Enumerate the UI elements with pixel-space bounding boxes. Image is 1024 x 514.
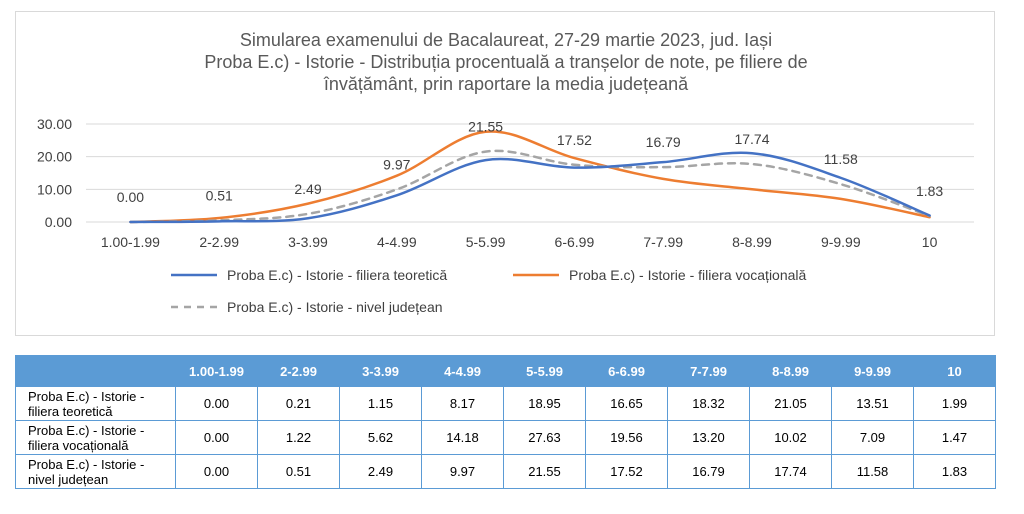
legend-label: Proba E.c) - Istorie - nivel județean bbox=[227, 299, 443, 315]
table-cell: 16.65 bbox=[585, 386, 668, 421]
row-header: Proba E.c) - Istorie - filiera vocațional… bbox=[15, 420, 176, 455]
table-cell: 17.52 bbox=[585, 454, 668, 489]
table-cell: 1.22 bbox=[257, 420, 340, 455]
line-chart: Simularea examenului de Bacalaureat, 27-… bbox=[37, 30, 974, 315]
y-tick-label: 20.00 bbox=[37, 149, 72, 165]
table-cell: 0.21 bbox=[257, 386, 340, 421]
data-label: 16.79 bbox=[646, 134, 681, 150]
x-axis-ticks: 1.00-1.99 2-2.99 3-3.99 4-4.99 5-5.99 6-6.99 7… bbox=[101, 234, 938, 250]
data-label: 1.83 bbox=[916, 183, 943, 199]
table-cell: 8.17 bbox=[421, 386, 504, 421]
table-cell: 5.62 bbox=[339, 420, 422, 455]
column-header: 8-8.99 bbox=[749, 355, 832, 387]
series-line-2 bbox=[129, 130, 931, 224]
table-corner-header bbox=[15, 355, 176, 387]
data-label: 17.52 bbox=[557, 132, 592, 148]
row-header-line: nivel județean bbox=[28, 471, 109, 487]
table-cell: 18.32 bbox=[667, 386, 750, 421]
row-header: Proba E.c) - Istorie - nivel județean bbox=[15, 454, 176, 489]
x-tick-label: 7-7.99 bbox=[643, 234, 683, 250]
column-header: 6-6.99 bbox=[585, 355, 668, 387]
table-cell: 0.00 bbox=[175, 420, 258, 455]
column-header: 2-2.99 bbox=[257, 355, 340, 387]
legend: Proba E.c) - Istorie - filiera teoretică… bbox=[171, 267, 807, 315]
x-tick-label: 8-8.99 bbox=[732, 234, 772, 250]
x-tick-label: 1.00-1.99 bbox=[101, 234, 160, 250]
column-header: 1.00-1.99 bbox=[175, 355, 258, 387]
chart-frame: Simularea examenului de Bacalaureat, 27-… bbox=[15, 11, 995, 336]
table-body: Proba E.c) - Istorie - filiera teoretică 0… bbox=[15, 386, 996, 489]
row-header-line: Proba E.c) - Istorie - bbox=[28, 456, 145, 472]
table-cell: 11.58 bbox=[831, 454, 914, 489]
table-cell: 27.63 bbox=[503, 420, 586, 455]
gridlines bbox=[86, 123, 974, 223]
x-tick-label: 5-5.99 bbox=[466, 234, 506, 250]
x-tick-label: 9-9.99 bbox=[821, 234, 861, 250]
table-cell: 21.05 bbox=[749, 386, 832, 421]
y-tick-label: 30.00 bbox=[37, 116, 72, 132]
row-header-line: Proba E.c) - Istorie - bbox=[28, 422, 145, 438]
data-label: 0.00 bbox=[117, 189, 144, 205]
data-labels: 0.00 0.51 2.49 9.97 21.55 17.52 16.79 17.74 11.5… bbox=[117, 119, 944, 205]
x-tick-label: 3-3.99 bbox=[288, 234, 328, 250]
x-tick-label: 6-6.99 bbox=[555, 234, 595, 250]
table-cell: 13.51 bbox=[831, 386, 914, 421]
column-header: 9-9.99 bbox=[831, 355, 914, 387]
data-label: 21.55 bbox=[468, 119, 503, 135]
column-header: 5-5.99 bbox=[503, 355, 586, 387]
y-tick-label: 0.00 bbox=[45, 214, 72, 230]
table-cell: 1.15 bbox=[339, 386, 422, 421]
column-header: 3-3.99 bbox=[339, 355, 422, 387]
data-label: 11.58 bbox=[824, 151, 858, 167]
table-cell: 16.79 bbox=[667, 454, 750, 489]
data-label: 17.74 bbox=[734, 131, 769, 147]
table-cell: 19.56 bbox=[585, 420, 668, 455]
chart-title-line-1: Simularea examenului de Bacalaureat, 27-… bbox=[240, 30, 772, 50]
column-header: 7-7.99 bbox=[667, 355, 750, 387]
series-line-3 bbox=[129, 149, 931, 224]
data-label: 2.49 bbox=[294, 181, 321, 197]
data-label: 9.97 bbox=[383, 156, 410, 172]
legend-label: Proba E.c) - Istorie - filiera vocaționa… bbox=[569, 267, 807, 283]
table-cell: 1.47 bbox=[913, 420, 996, 455]
x-tick-label: 2-2.99 bbox=[199, 234, 239, 250]
table-header-row: 1.00-1.99 2-2.99 3-3.99 4-4.99 5-5.99 6-6.99 7… bbox=[15, 355, 996, 387]
table-cell: 0.51 bbox=[257, 454, 340, 489]
table-cell: 18.95 bbox=[503, 386, 586, 421]
x-tick-label: 10 bbox=[922, 234, 938, 250]
table-cell: 1.83 bbox=[913, 454, 996, 489]
table-cell: 9.97 bbox=[421, 454, 504, 489]
table-cell: 1.99 bbox=[913, 386, 996, 421]
table-row: Proba E.c) - Istorie - filiera vocațional… bbox=[15, 420, 996, 455]
table-cell: 14.18 bbox=[421, 420, 504, 455]
table-cell: 21.55 bbox=[503, 454, 586, 489]
table-row: Proba E.c) - Istorie - filiera teoretică 0… bbox=[15, 386, 996, 421]
table-cell: 10.02 bbox=[749, 420, 832, 455]
series-line-1 bbox=[129, 151, 931, 224]
chart-title-line-3: învățământ, prin raportare la media jude… bbox=[323, 74, 689, 94]
x-tick-label: 4-4.99 bbox=[377, 234, 417, 250]
data-label: 0.51 bbox=[206, 187, 233, 203]
table-cell: 13.20 bbox=[667, 420, 750, 455]
chart-title: Simularea examenului de Bacalaureat, 27-… bbox=[204, 30, 807, 94]
legend-label: Proba E.c) - Istorie - filiera teoretică bbox=[227, 267, 447, 283]
table-cell: 7.09 bbox=[831, 420, 914, 455]
data-table: 1.00-1.99 2-2.99 3-3.99 4-4.99 5-5.99 6-6.99 7… bbox=[15, 355, 996, 489]
table-cell: 17.74 bbox=[749, 454, 832, 489]
column-header: 4-4.99 bbox=[421, 355, 504, 387]
table-cell: 2.49 bbox=[339, 454, 422, 489]
table-cell: 0.00 bbox=[175, 454, 258, 489]
y-tick-label: 10.00 bbox=[37, 181, 72, 197]
series-lines bbox=[129, 130, 931, 224]
row-header-line: Proba E.c) - Istorie - bbox=[28, 388, 145, 404]
column-header: 10 bbox=[913, 355, 996, 387]
table-cell: 0.00 bbox=[175, 386, 258, 421]
row-header: Proba E.c) - Istorie - filiera teoretică bbox=[15, 386, 176, 421]
row-header-line: filiera vocațională bbox=[28, 437, 129, 453]
row-header-line: filiera teoretică bbox=[28, 403, 113, 419]
y-axis-ticks: 0.00 10.00 20.00 30.00 bbox=[37, 116, 72, 230]
table-row: Proba E.c) - Istorie - nivel județean 0.00… bbox=[15, 454, 996, 489]
chart-title-line-2: Proba E.c) - Istorie - Distribuția proce… bbox=[204, 52, 807, 72]
